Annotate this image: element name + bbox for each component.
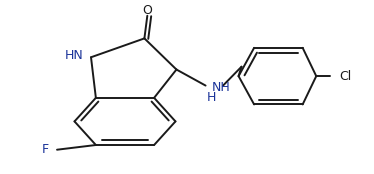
Text: NH: NH [211,81,230,94]
Text: H: H [207,91,216,104]
Text: O: O [142,4,152,17]
Text: HN: HN [64,49,83,62]
Text: Cl: Cl [340,70,352,83]
Text: F: F [42,143,49,156]
